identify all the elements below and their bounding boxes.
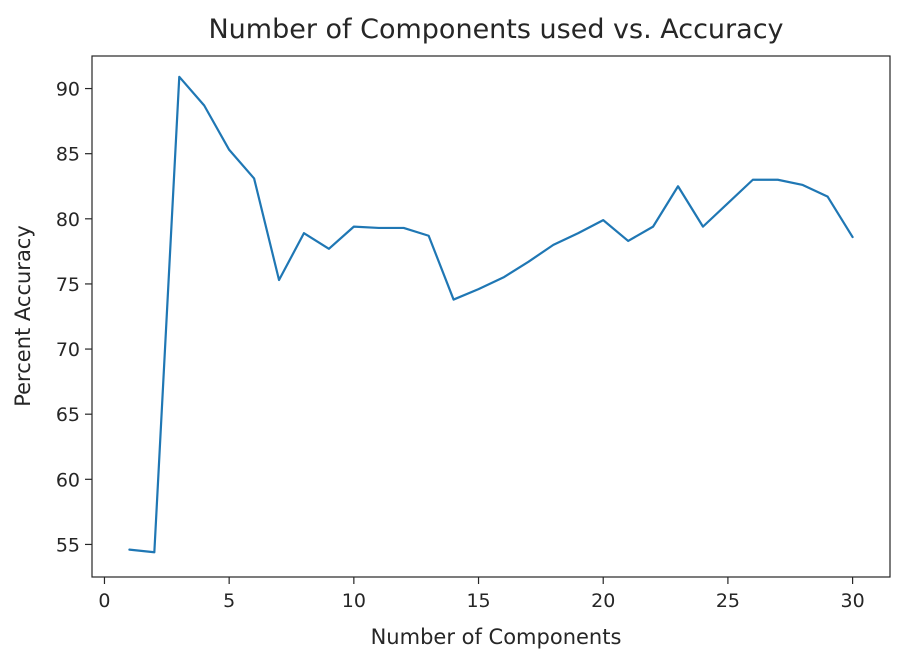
y-tick-label: 55 xyxy=(56,534,80,556)
x-tick-label: 30 xyxy=(841,590,865,612)
x-tick-label: 5 xyxy=(223,590,235,612)
series-line-0 xyxy=(128,75,854,554)
y-tick-label: 70 xyxy=(56,339,80,361)
x-tick-label: 25 xyxy=(716,590,740,612)
y-tick-label: 75 xyxy=(56,274,80,296)
y-tick-label: 80 xyxy=(56,209,80,231)
y-axis-label: Percent Accuracy xyxy=(11,225,35,407)
axis-ticks: 0 5 10 15 20 25 30 55 60 65 70 75 80 85 90 xyxy=(56,79,865,612)
y-tick-label: 85 xyxy=(56,144,80,166)
series-layer xyxy=(128,75,854,554)
plot-frame xyxy=(91,55,891,578)
x-tick-label: 10 xyxy=(342,590,366,612)
x-tick-label: 15 xyxy=(466,590,490,612)
y-tick-label: 90 xyxy=(56,79,80,101)
y-tick-label: 60 xyxy=(56,469,80,491)
x-tick-label: 20 xyxy=(591,590,615,612)
x-tick-label: 0 xyxy=(98,590,110,612)
chart-title: Number of Components used vs. Accuracy xyxy=(208,14,783,45)
y-tick-label: 65 xyxy=(56,404,80,426)
x-axis-label: Number of Components xyxy=(371,625,622,649)
